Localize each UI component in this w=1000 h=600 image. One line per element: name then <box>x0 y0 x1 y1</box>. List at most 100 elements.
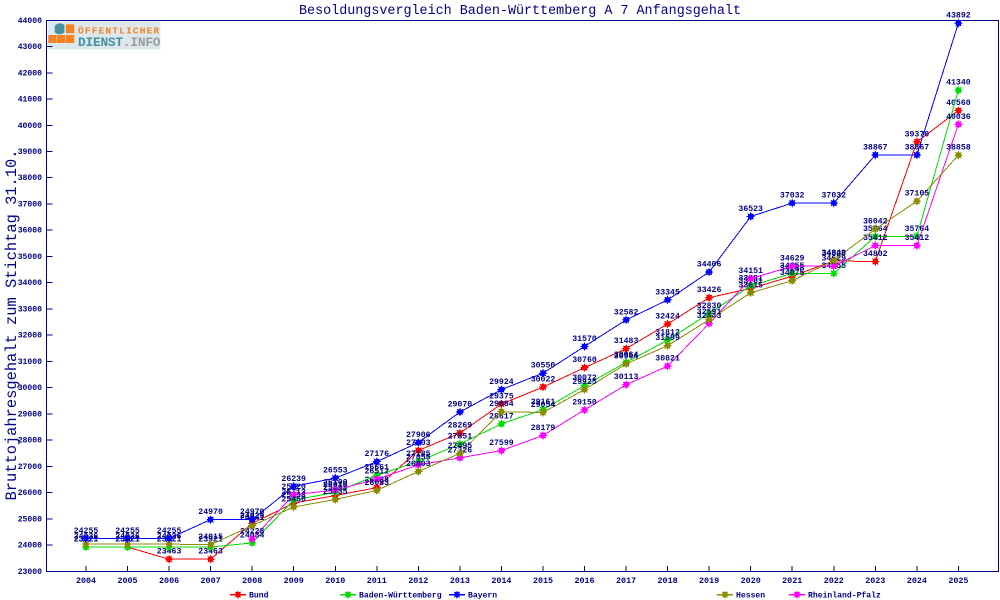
svg-text:35412: 35412 <box>863 234 888 243</box>
svg-text:23921: 23921 <box>198 536 223 545</box>
svg-text:2021: 2021 <box>782 576 802 586</box>
svg-text:27176: 27176 <box>365 450 390 459</box>
svg-text:Hessen: Hessen <box>736 591 765 600</box>
svg-text:30000: 30000 <box>18 384 42 393</box>
svg-text:2010: 2010 <box>325 576 345 586</box>
svg-text:39370: 39370 <box>905 130 930 139</box>
svg-text:34829: 34829 <box>822 249 847 258</box>
svg-text:23463: 23463 <box>157 548 182 557</box>
svg-text:36523: 36523 <box>738 205 763 214</box>
svg-text:32424: 32424 <box>655 313 680 322</box>
svg-text:24970: 24970 <box>198 508 223 517</box>
svg-text:2025: 2025 <box>948 576 968 586</box>
svg-text:23463: 23463 <box>198 548 223 557</box>
svg-text:2006: 2006 <box>159 576 179 586</box>
svg-text:2018: 2018 <box>658 576 678 586</box>
svg-text:37032: 37032 <box>822 192 847 201</box>
svg-text:24015: 24015 <box>198 533 223 542</box>
svg-text:27495: 27495 <box>448 442 473 451</box>
svg-text:26803: 26803 <box>406 460 431 469</box>
svg-text:29375: 29375 <box>489 393 514 402</box>
svg-text:30760: 30760 <box>572 356 597 365</box>
svg-text:2005: 2005 <box>117 576 137 586</box>
svg-text:35000: 35000 <box>18 253 42 262</box>
svg-text:30964: 30964 <box>614 351 639 360</box>
svg-text:40560: 40560 <box>946 99 971 108</box>
svg-text:23000: 23000 <box>18 568 42 577</box>
svg-text:38858: 38858 <box>946 144 971 153</box>
svg-text:2019: 2019 <box>699 576 719 586</box>
svg-text:DIENST.INFO: DIENST.INFO <box>78 35 161 50</box>
svg-text:38867: 38867 <box>863 144 888 153</box>
svg-text:29925: 29925 <box>572 378 597 387</box>
svg-text:43892: 43892 <box>946 12 971 21</box>
svg-text:26083: 26083 <box>365 479 390 488</box>
svg-text:36000: 36000 <box>18 227 42 236</box>
svg-text:26010: 26010 <box>323 481 348 490</box>
svg-text:24228: 24228 <box>240 528 265 537</box>
svg-text:25450: 25450 <box>281 496 306 505</box>
svg-text:29150: 29150 <box>572 398 597 407</box>
svg-text:2022: 2022 <box>824 576 844 586</box>
svg-text:2011: 2011 <box>367 576 387 586</box>
svg-text:34075: 34075 <box>780 269 805 278</box>
svg-text:34151: 34151 <box>738 267 763 276</box>
svg-text:35764: 35764 <box>905 225 930 234</box>
svg-text:33426: 33426 <box>697 286 722 295</box>
svg-text:28269: 28269 <box>448 422 473 431</box>
svg-text:30904: 30904 <box>614 352 639 361</box>
svg-text:2009: 2009 <box>284 576 304 586</box>
svg-text:32582: 32582 <box>614 308 639 317</box>
svg-text:34802: 34802 <box>863 250 888 259</box>
svg-text:31599: 31599 <box>655 334 680 343</box>
svg-text:26661: 26661 <box>365 464 390 473</box>
svg-text:30550: 30550 <box>531 362 556 371</box>
svg-text:43000: 43000 <box>18 43 42 52</box>
svg-text:25000: 25000 <box>18 515 42 524</box>
svg-text:42000: 42000 <box>18 69 42 78</box>
svg-text:41340: 41340 <box>946 79 971 88</box>
svg-text:37032: 37032 <box>780 192 805 201</box>
svg-text:35412: 35412 <box>905 234 930 243</box>
svg-text:33615: 33615 <box>738 281 763 290</box>
svg-text:29070: 29070 <box>448 401 473 410</box>
svg-text:39000: 39000 <box>18 148 42 157</box>
svg-text:33000: 33000 <box>18 305 42 314</box>
svg-text:30072: 30072 <box>572 374 597 383</box>
svg-text:38867: 38867 <box>905 144 930 153</box>
svg-text:36042: 36042 <box>863 218 888 227</box>
svg-text:44000: 44000 <box>18 17 42 26</box>
svg-text:30022: 30022 <box>531 376 556 385</box>
svg-text:32000: 32000 <box>18 332 42 341</box>
svg-text:34000: 34000 <box>18 279 42 288</box>
svg-text:2024: 2024 <box>907 576 927 586</box>
svg-text:33345: 33345 <box>655 288 680 297</box>
svg-text:29000: 29000 <box>18 410 42 419</box>
svg-text:29054: 29054 <box>531 401 556 410</box>
svg-text:Besoldungsvergleich Baden-Würt: Besoldungsvergleich Baden-Württemberg A … <box>299 4 741 19</box>
svg-text:24000: 24000 <box>18 542 42 551</box>
svg-text:24255: 24255 <box>157 527 182 536</box>
svg-text:Bruttojahresgehalt zum Stichta: Bruttojahresgehalt zum Stichtag 31.10. <box>3 150 21 501</box>
svg-text:31570: 31570 <box>572 335 597 344</box>
svg-text:27906: 27906 <box>406 431 431 440</box>
svg-text:24255: 24255 <box>74 527 99 536</box>
svg-text:27851: 27851 <box>448 433 473 442</box>
svg-text:27599: 27599 <box>489 439 514 448</box>
svg-text:27055: 27055 <box>406 453 431 462</box>
svg-text:32830: 32830 <box>697 302 722 311</box>
svg-text:Bayern: Bayern <box>468 591 497 600</box>
svg-text:2014: 2014 <box>491 576 511 586</box>
svg-text:Baden-Württemberg: Baden-Württemberg <box>359 591 442 600</box>
svg-text:29084: 29084 <box>489 400 514 409</box>
svg-text:32591: 32591 <box>697 308 722 317</box>
svg-text:2016: 2016 <box>574 576 594 586</box>
svg-text:2013: 2013 <box>450 576 470 586</box>
svg-text:2015: 2015 <box>533 576 553 586</box>
svg-text:26000: 26000 <box>18 489 42 498</box>
svg-text:31483: 31483 <box>614 337 639 346</box>
svg-text:29924: 29924 <box>489 378 514 387</box>
svg-text:26512: 26512 <box>365 468 390 477</box>
svg-text:2004: 2004 <box>76 576 96 586</box>
svg-text:41000: 41000 <box>18 96 42 105</box>
